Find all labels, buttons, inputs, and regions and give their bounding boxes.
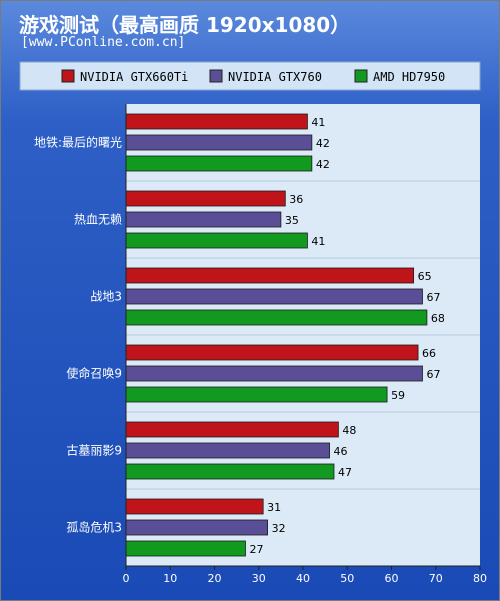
x-tick-label: 30	[252, 572, 266, 585]
data-label: 65	[418, 270, 432, 283]
bar	[125, 421, 339, 438]
bar	[125, 267, 415, 284]
x-tick-label: 50	[340, 572, 354, 585]
data-label: 48	[342, 424, 356, 437]
bar	[125, 463, 335, 480]
data-label: 41	[311, 116, 325, 129]
data-label: 46	[334, 445, 348, 458]
bar	[125, 344, 419, 361]
legend-box	[19, 61, 481, 91]
data-label: 67	[426, 368, 440, 381]
category-label: 地铁:最后的曙光	[34, 135, 122, 150]
bar	[125, 365, 423, 382]
legend-swatch	[354, 69, 368, 83]
data-label: 67	[426, 291, 440, 304]
bar	[125, 232, 308, 249]
chart-title: 游戏测试（最高画质 1920x1080）	[19, 13, 351, 37]
category-label: 古墓丽影9	[66, 443, 122, 458]
data-label: 41	[311, 235, 325, 248]
x-tick-label: 10	[163, 572, 177, 585]
legend-label: NVIDIA GTX760	[228, 70, 322, 84]
data-label: 68	[431, 312, 445, 325]
category-label: 使命召唤9	[66, 366, 122, 381]
x-tick-label: 70	[429, 572, 443, 585]
data-label: 42	[316, 137, 330, 150]
category-label: 热血无赖	[74, 213, 122, 227]
source-url: [www.PConline.com.cn]	[21, 35, 186, 50]
legend-label: AMD HD7950	[373, 70, 445, 84]
data-label: 35	[285, 214, 299, 227]
x-tick-label: 80	[473, 572, 487, 585]
bar	[125, 540, 246, 557]
x-tick-label: 20	[208, 572, 222, 585]
data-label: 32	[272, 522, 286, 535]
category-label: 战地3	[90, 290, 122, 304]
bar	[125, 442, 330, 459]
bar	[125, 155, 313, 172]
bar	[125, 113, 308, 130]
legend-label: NVIDIA GTX660Ti	[80, 70, 188, 84]
data-label: 27	[249, 543, 263, 556]
legend-swatch	[209, 69, 223, 83]
data-label: 66	[422, 347, 436, 360]
bar	[125, 211, 282, 228]
data-label: 59	[391, 389, 405, 402]
bar	[125, 498, 264, 515]
category-label: 孤岛危机3	[66, 520, 122, 535]
bar	[125, 386, 388, 403]
data-label: 36	[289, 193, 303, 206]
bar	[125, 288, 423, 305]
x-tick-label: 60	[385, 572, 399, 585]
bar	[125, 519, 269, 536]
x-tick-label: 40	[296, 572, 310, 585]
data-label: 47	[338, 466, 352, 479]
data-label: 31	[267, 501, 281, 514]
data-label: 42	[316, 158, 330, 171]
bar	[125, 134, 313, 151]
legend-swatch	[61, 69, 75, 83]
bar	[125, 190, 286, 207]
x-tick-label: 0	[123, 572, 130, 585]
bar	[125, 309, 428, 326]
